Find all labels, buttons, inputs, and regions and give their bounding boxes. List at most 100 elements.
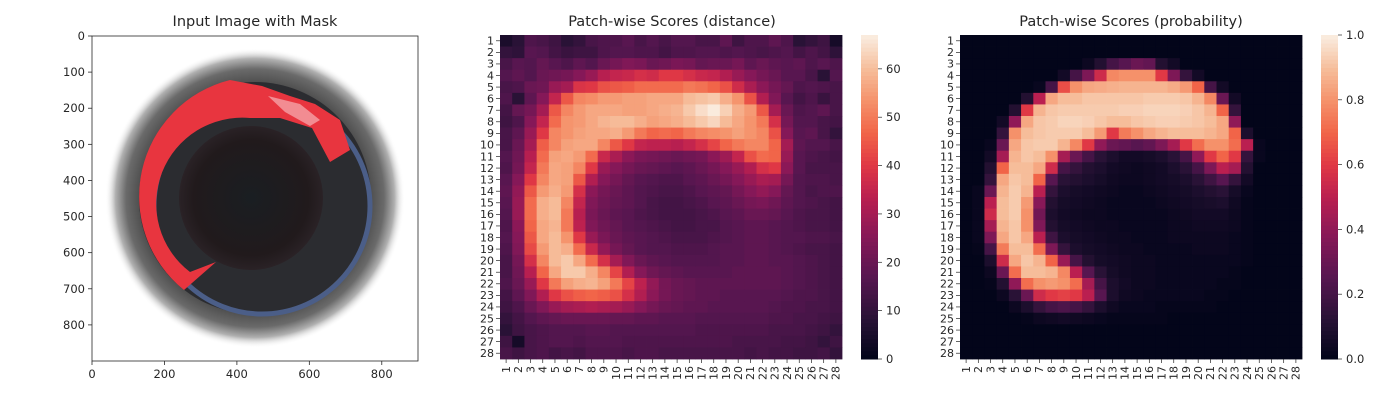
colorbar-segment <box>861 172 878 178</box>
heatmap-cell <box>1277 289 1291 302</box>
heatmap-cell <box>658 266 672 279</box>
heatmap-cell <box>1094 150 1107 163</box>
colorbar-segment <box>1321 156 1338 162</box>
colorbar-segment <box>1321 257 1338 263</box>
heatmap-cell <box>1118 173 1132 186</box>
heatmap-cell <box>972 231 985 244</box>
heatmap-cell <box>1216 81 1230 94</box>
heatmap-cell <box>609 278 623 290</box>
heatmap-cell <box>817 58 831 71</box>
heatmap-cell <box>1106 116 1120 128</box>
heatmap-cell <box>1131 139 1144 152</box>
heatmap-xtick-label: 27 <box>817 366 830 380</box>
heatmap-cell <box>1082 104 1095 117</box>
heatmap-cell <box>1069 266 1083 279</box>
heatmap-cell <box>732 208 745 221</box>
heatmap-cell <box>622 150 635 163</box>
heatmap-cell <box>732 312 745 325</box>
heatmap-cell <box>1179 185 1193 198</box>
heatmap-cell <box>817 278 831 290</box>
heatmap-cell <box>1008 243 1022 256</box>
heatmap-cell <box>829 335 843 348</box>
heatmap-cell <box>512 58 525 71</box>
heatmap-cell <box>1216 35 1230 47</box>
colorbar-segment <box>1321 55 1338 60</box>
colorbar-segment <box>1321 91 1338 97</box>
heatmap-cell <box>719 197 733 209</box>
heatmap-cell <box>732 185 745 198</box>
heatmap-xtick-label: 7 <box>573 366 586 373</box>
heatmap-cell <box>984 139 998 152</box>
heatmap-cell <box>719 69 733 82</box>
heatmap-cell <box>780 347 794 360</box>
heatmap-xtick-label: 10 <box>1070 366 1083 380</box>
heatmap-cell <box>707 301 721 314</box>
heatmap-cell <box>1240 139 1254 152</box>
heatmap-cell <box>1216 104 1230 117</box>
heatmap-cell <box>817 208 831 221</box>
heatmap-cell <box>683 312 696 325</box>
heatmap-ytick-label: 2 <box>487 46 494 59</box>
heatmap-cell <box>1021 185 1034 198</box>
heatmap-cell <box>805 58 818 71</box>
heatmap-cell <box>1082 46 1095 59</box>
heatmap-cell <box>960 185 973 198</box>
heatmap-cell <box>1228 58 1242 71</box>
heatmap-cell <box>960 208 973 221</box>
heatmap-cell <box>817 173 831 186</box>
heatmap-cell <box>960 116 973 128</box>
heatmap-cell <box>1253 335 1266 348</box>
heatmap-cell <box>1289 243 1303 256</box>
heatmap-cell <box>1228 173 1242 186</box>
heatmap-cell <box>536 278 550 290</box>
heatmap-cell <box>817 139 831 152</box>
colorbar-segment <box>1321 124 1338 129</box>
heatmap-cell <box>683 162 696 175</box>
heatmap-cell <box>780 289 794 302</box>
heatmap-cell <box>719 173 733 186</box>
heatmap-cell <box>634 335 647 348</box>
heatmap-cell <box>1216 92 1230 105</box>
heatmap-cell <box>793 254 806 267</box>
colorbar-segment <box>861 59 878 64</box>
heatmap-cell <box>1204 139 1217 152</box>
heatmap-cell <box>1118 254 1132 267</box>
heatmap-cell <box>561 243 574 256</box>
heatmap-cell <box>524 150 538 163</box>
heatmap-cell <box>1131 35 1144 47</box>
heatmap-cell <box>1106 81 1120 94</box>
heatmap-cell <box>1192 150 1205 163</box>
heatmap-cell <box>1204 301 1217 314</box>
heatmap-cell <box>512 185 525 198</box>
heatmap-cell <box>984 46 998 59</box>
heatmap-cell <box>1265 116 1278 128</box>
heatmap-cell <box>817 127 831 140</box>
heatmap-cell <box>1106 312 1120 325</box>
heatmap-cell <box>984 254 998 267</box>
heatmap-xtick-label: 17 <box>1155 366 1168 380</box>
heatmap-cell <box>548 220 562 233</box>
heatmap-cell <box>1021 46 1034 59</box>
heatmap-cell <box>1192 185 1205 198</box>
heatmap-cell <box>1204 243 1217 256</box>
heatmap-cell <box>780 81 794 94</box>
heatmap-cell <box>984 162 998 175</box>
heatmap-cell <box>1289 347 1303 360</box>
heatmap-cell <box>695 185 709 198</box>
heatmap-cell <box>756 104 770 117</box>
heatmap-cell <box>1143 81 1156 94</box>
heatmap-cell <box>500 150 513 163</box>
heatmap-xtick-label: 3 <box>984 366 997 373</box>
heatmap-cell <box>512 150 525 163</box>
heatmap-cell <box>1069 347 1083 360</box>
heatmap-cell <box>683 69 696 82</box>
heatmap-cell <box>707 104 721 117</box>
heatmap-cell <box>1082 335 1095 348</box>
heatmap-cell <box>1082 289 1095 302</box>
heatmap-cell <box>683 220 696 233</box>
heatmap-cell <box>1106 46 1120 59</box>
heatmap-cell <box>1094 197 1107 209</box>
heatmap-cell <box>1094 220 1107 233</box>
heatmap-cell <box>1131 347 1144 360</box>
heatmap-cell <box>732 197 745 209</box>
